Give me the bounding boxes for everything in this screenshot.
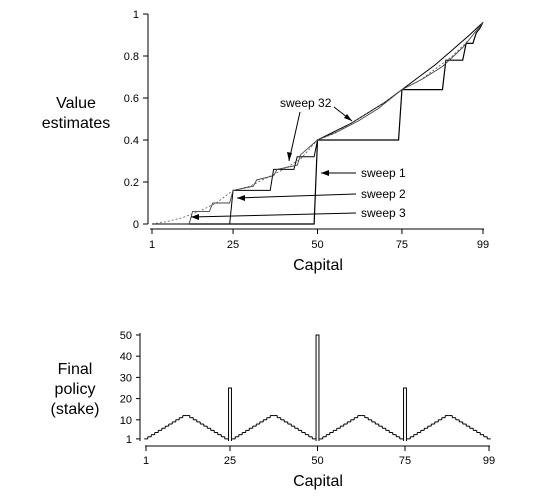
- annotation-sweep-2-label: sweep 2: [361, 187, 406, 201]
- bottom-ytick-label: 1: [126, 434, 132, 446]
- series-sweep-2-line: [152, 22, 484, 225]
- annotation-sweep-1-label: sweep 1: [361, 166, 406, 180]
- bottom-ytick-label: 40: [120, 351, 132, 363]
- bottom-ylabel-line2: policy: [55, 381, 96, 398]
- annotation-sweep-1: sweep 1: [321, 166, 406, 180]
- annotation-sweep-32-arrowhead-2: [344, 114, 352, 121]
- annotation-sweep-32-label: sweep 32: [280, 96, 332, 110]
- annotation-sweep-2-arrow: [236, 193, 357, 199]
- series-sweep-1-line: [152, 22, 484, 225]
- bottom-xtick-label: 75: [399, 455, 411, 467]
- bottom-ylabel-line3: (stake): [51, 401, 100, 418]
- annotation-sweep-3-arrow: [190, 212, 357, 218]
- bottom-ytick-label: 10: [120, 415, 132, 427]
- top-ytick-label: 0.2: [124, 177, 139, 189]
- annotation-sweep-3-label: sweep 3: [361, 206, 406, 220]
- top-ytick-label: 1: [133, 9, 139, 21]
- bottom-ylabel-line1: Final: [58, 361, 93, 378]
- annotation-sweep-2-arrowhead: [237, 195, 245, 201]
- annotation-sweep-1-arrowhead: [321, 170, 329, 176]
- top-ylabel-line1: Value: [56, 95, 96, 112]
- bottom-xtick-label: 1: [143, 455, 149, 467]
- value-estimates-chart: Value estimates 0 0.2 0.4 0.6 0.8 1 1 25 50 75 99…: [42, 9, 489, 274]
- final-policy-chart: Final policy (stake) 1 10 20 30 40 50 1 25 50 75…: [51, 330, 496, 490]
- top-xtick-label: 25: [227, 239, 239, 251]
- bottom-ytick-label: 50: [120, 330, 132, 342]
- top-xtick-label: 1: [149, 239, 155, 251]
- top-ytick-label: 0.8: [124, 51, 139, 63]
- series-sweep-32-line: [151, 22, 484, 225]
- top-ylabel-line2: estimates: [42, 115, 110, 132]
- policy-bar: [403, 387, 407, 441]
- annotation-sweep-32: sweep 32: [280, 96, 353, 162]
- annotation-sweep-32-arrowhead: [287, 152, 292, 161]
- policy-bar: [315, 334, 320, 441]
- annotation-sweep-3-arrowhead: [191, 214, 199, 220]
- bottom-xtick-label: 99: [483, 455, 495, 467]
- bottom-xlabel: Capital: [293, 473, 343, 490]
- top-xtick-label: 99: [477, 239, 489, 251]
- bottom-ytick-label: 30: [120, 372, 132, 384]
- top-ytick-label: 0.4: [124, 135, 139, 147]
- bottom-xtick-label: 25: [224, 455, 236, 467]
- top-xlabel: Capital: [293, 257, 343, 274]
- top-ytick-label: 0: [133, 219, 139, 231]
- bottom-xtick-label: 50: [311, 455, 323, 467]
- series-sweep-3-line: [152, 22, 484, 225]
- top-xtick-label: 75: [396, 239, 408, 251]
- top-ytick-label: 0.6: [124, 93, 139, 105]
- annotation-sweep-3: sweep 3: [190, 206, 406, 220]
- bottom-ytick-label: 20: [120, 394, 132, 406]
- annotation-sweep-2: sweep 2: [236, 187, 406, 201]
- top-xtick-label: 50: [311, 239, 323, 251]
- policy-bar: [228, 387, 232, 441]
